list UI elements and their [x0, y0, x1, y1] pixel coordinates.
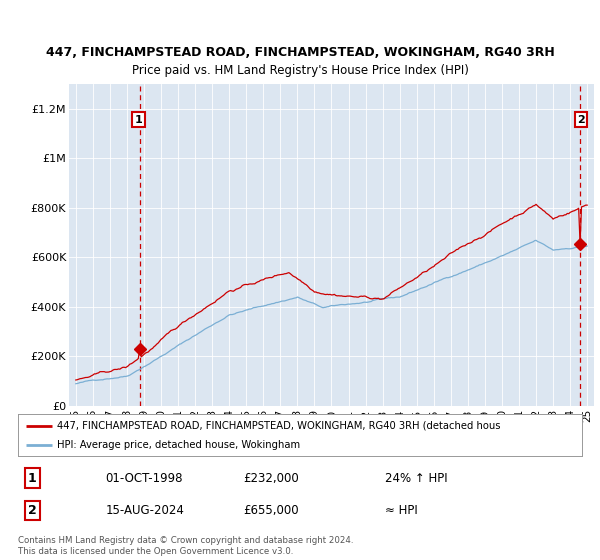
Text: £232,000: £232,000	[244, 472, 299, 484]
Text: 447, FINCHAMPSTEAD ROAD, FINCHAMPSTEAD, WOKINGHAM, RG40 3RH (detached hous: 447, FINCHAMPSTEAD ROAD, FINCHAMPSTEAD, …	[58, 421, 501, 431]
Text: 447, FINCHAMPSTEAD ROAD, FINCHAMPSTEAD, WOKINGHAM, RG40 3RH: 447, FINCHAMPSTEAD ROAD, FINCHAMPSTEAD, …	[46, 46, 554, 59]
Text: ≈ HPI: ≈ HPI	[385, 504, 418, 517]
Text: 2: 2	[578, 115, 585, 125]
Text: £655,000: £655,000	[244, 504, 299, 517]
Text: 24% ↑ HPI: 24% ↑ HPI	[385, 472, 447, 484]
Text: 1: 1	[134, 115, 142, 125]
Text: 01-OCT-1998: 01-OCT-1998	[106, 472, 183, 484]
Text: Price paid vs. HM Land Registry's House Price Index (HPI): Price paid vs. HM Land Registry's House …	[131, 64, 469, 77]
Text: HPI: Average price, detached house, Wokingham: HPI: Average price, detached house, Woki…	[58, 440, 301, 450]
Text: 1: 1	[28, 472, 37, 484]
Text: Contains HM Land Registry data © Crown copyright and database right 2024.
This d: Contains HM Land Registry data © Crown c…	[18, 536, 353, 556]
Text: 2: 2	[28, 504, 37, 517]
Text: 15-AUG-2024: 15-AUG-2024	[106, 504, 184, 517]
